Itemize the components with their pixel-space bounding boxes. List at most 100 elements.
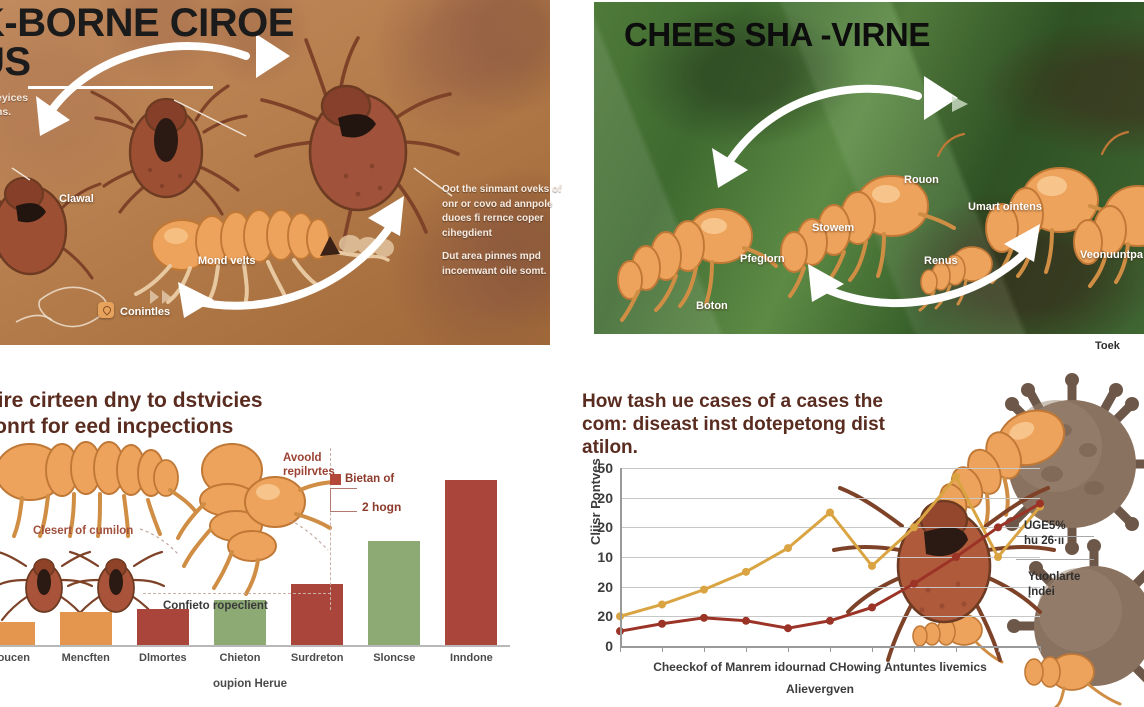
- series-0-point-9: [994, 553, 1002, 561]
- bar-chart-axis: [0, 645, 510, 647]
- x-tick-4: [788, 646, 789, 652]
- bar-category-label-5: Sloncse: [373, 652, 416, 664]
- gridline-4: [620, 586, 1040, 588]
- line-chart-yaxis: [620, 468, 622, 648]
- tl-body-text: Oot the sinmant oveks of onr or covo ad …: [442, 183, 564, 288]
- panel-bar-chart: [0, 354, 572, 707]
- series-line-0: [619, 475, 1042, 618]
- gridline-0: [620, 468, 1040, 469]
- bar-category-label-4: Surdreton: [290, 652, 344, 664]
- tl-body-p2: Dut area pinnes mpd incoenwant oile somt…: [442, 251, 547, 277]
- bracket-label: 2 hogn: [362, 500, 402, 514]
- series-0-point-6: [868, 561, 876, 570]
- panel-tick-lifecycle-brown: K-BORNE CIROE US eyices ns. Oot the sinm…: [0, 0, 572, 354]
- tr-label-b: Umart ointens: [968, 201, 1042, 213]
- x-tick-6: [872, 646, 873, 652]
- tr-label-e: Pfeglorn: [740, 253, 785, 265]
- bl-artwork: [0, 441, 340, 622]
- x-tick-8: [956, 646, 957, 652]
- series-1-point-5: [826, 616, 834, 625]
- bar-legend-swatch: [330, 474, 341, 485]
- series-1-point-4: [784, 624, 792, 633]
- tr-footnote: Toek: [1095, 340, 1120, 352]
- gridline-2: [620, 527, 1040, 529]
- y-tick-label-2: 20: [597, 519, 613, 536]
- series-1-point-9: [994, 523, 1002, 532]
- y-tick-label-3: 10: [597, 549, 613, 565]
- bar-category-label-3: Chieton: [219, 652, 261, 664]
- bar-chart-xlabel: oupion Herue: [212, 678, 288, 690]
- line-chart-plot: 50 20 20 10 20 20 0: [597, 460, 1044, 654]
- shield-icon: [98, 302, 114, 318]
- tl-title: K-BORNE CIROE US: [0, 1, 294, 85]
- series-1-point-1: [658, 619, 666, 628]
- annotation-complete: Confieto ropeclient: [163, 600, 268, 612]
- x-tick-10: [1040, 646, 1041, 652]
- bar-category-label-0: Troucen: [0, 652, 30, 664]
- bar-legend-label: Bietan of: [345, 473, 395, 485]
- bar-4: [291, 583, 344, 645]
- bar-category-label-1: Mencften: [61, 652, 110, 664]
- bar-annotation-guide-h: [143, 593, 331, 594]
- bar-category-label-6: Inndone: [450, 652, 493, 664]
- series-0-point-8: [952, 472, 960, 481]
- annotation-rule-1: [1016, 536, 1094, 537]
- annotation-clesert: Clesert of cumilon: [33, 525, 134, 537]
- tl-body-p1: Oot the sinmant oveks of onr or covo ad …: [442, 184, 562, 239]
- line-chart-xlabel: Alievergven: [785, 682, 855, 696]
- series-0-point-1: [658, 600, 666, 609]
- series-0-point-7: [910, 523, 918, 532]
- tr-label-f: Renus: [924, 255, 958, 267]
- series-0-point-4: [784, 544, 792, 553]
- tl-label-stage-b: Mond velts: [198, 255, 256, 267]
- y-tick-label-1: 20: [597, 489, 613, 506]
- line-chart-legend-row: Cheeckof of Manrem idournad CHowing Antu…: [653, 660, 987, 674]
- series-1-point-2: [700, 613, 708, 622]
- bar-annotation-guide-v: [330, 448, 331, 610]
- bar-chart-title: eire cirteen dny to dstvicies ronrt for …: [0, 389, 263, 438]
- tr-label-g: Boton: [696, 300, 728, 312]
- series-1-point-3: [742, 616, 750, 625]
- series-1-point-8: [952, 553, 960, 561]
- tr-artwork: [617, 76, 1144, 322]
- bar-category-label-2: Dlmortes: [139, 652, 187, 664]
- y-tick-label-5: 20: [597, 608, 613, 625]
- gridline-1: [620, 497, 1040, 499]
- line-series-layer: [616, 472, 1044, 636]
- x-tick-5: [830, 646, 831, 652]
- bar-2: [136, 608, 189, 645]
- y-tick-label-4: 20: [597, 578, 613, 595]
- series-0-point-3: [742, 567, 750, 576]
- x-tick-3: [746, 646, 747, 652]
- tl-subtitle: eyices ns.: [0, 92, 29, 118]
- tr-label-d: Stowem: [812, 222, 855, 234]
- bar-3: [214, 600, 266, 645]
- x-tick-9: [998, 646, 999, 652]
- series-0-point-2: [700, 585, 708, 594]
- line-annotation-yuon: Yuonlarte Įndei: [1028, 571, 1081, 598]
- x-tick-7: [914, 646, 915, 652]
- x-tick-2: [704, 646, 705, 652]
- panel-nymph-lifecycle-green: CHEES SHA -VIRNE Rouon Umart ointens Veo…: [572, 0, 1144, 354]
- tr-label-a: Rouon: [904, 174, 939, 186]
- series-1-point-6: [868, 603, 876, 612]
- annotation-avoid: Avoold repilrvtes: [283, 452, 335, 478]
- tl-artwork: [0, 34, 460, 328]
- bar-chart-plot: [0, 455, 510, 645]
- series-1-point-10: [1036, 499, 1044, 508]
- tr-title: CHEES SHA -VIRNE: [624, 16, 930, 53]
- y-tick-label-0: 50: [597, 460, 613, 476]
- series-line-1: [619, 502, 1041, 633]
- line-chart-title: How tash ue cases of a cases the com: di…: [582, 391, 885, 459]
- bracket-shape: [330, 488, 357, 512]
- line-chart-xaxis: [620, 646, 1040, 648]
- y-tick-label-6: 0: [605, 638, 613, 654]
- series-0-point-5: [826, 508, 834, 517]
- annotation-rule-2: [1016, 559, 1094, 560]
- x-tick-1: [662, 646, 663, 652]
- bar-0: [0, 621, 35, 645]
- series-1-point-7: [910, 579, 918, 588]
- tl-label-stage-a: Clawal: [59, 193, 94, 205]
- line-annotation-uses: UGE5% hu 26·ıı: [1024, 520, 1066, 547]
